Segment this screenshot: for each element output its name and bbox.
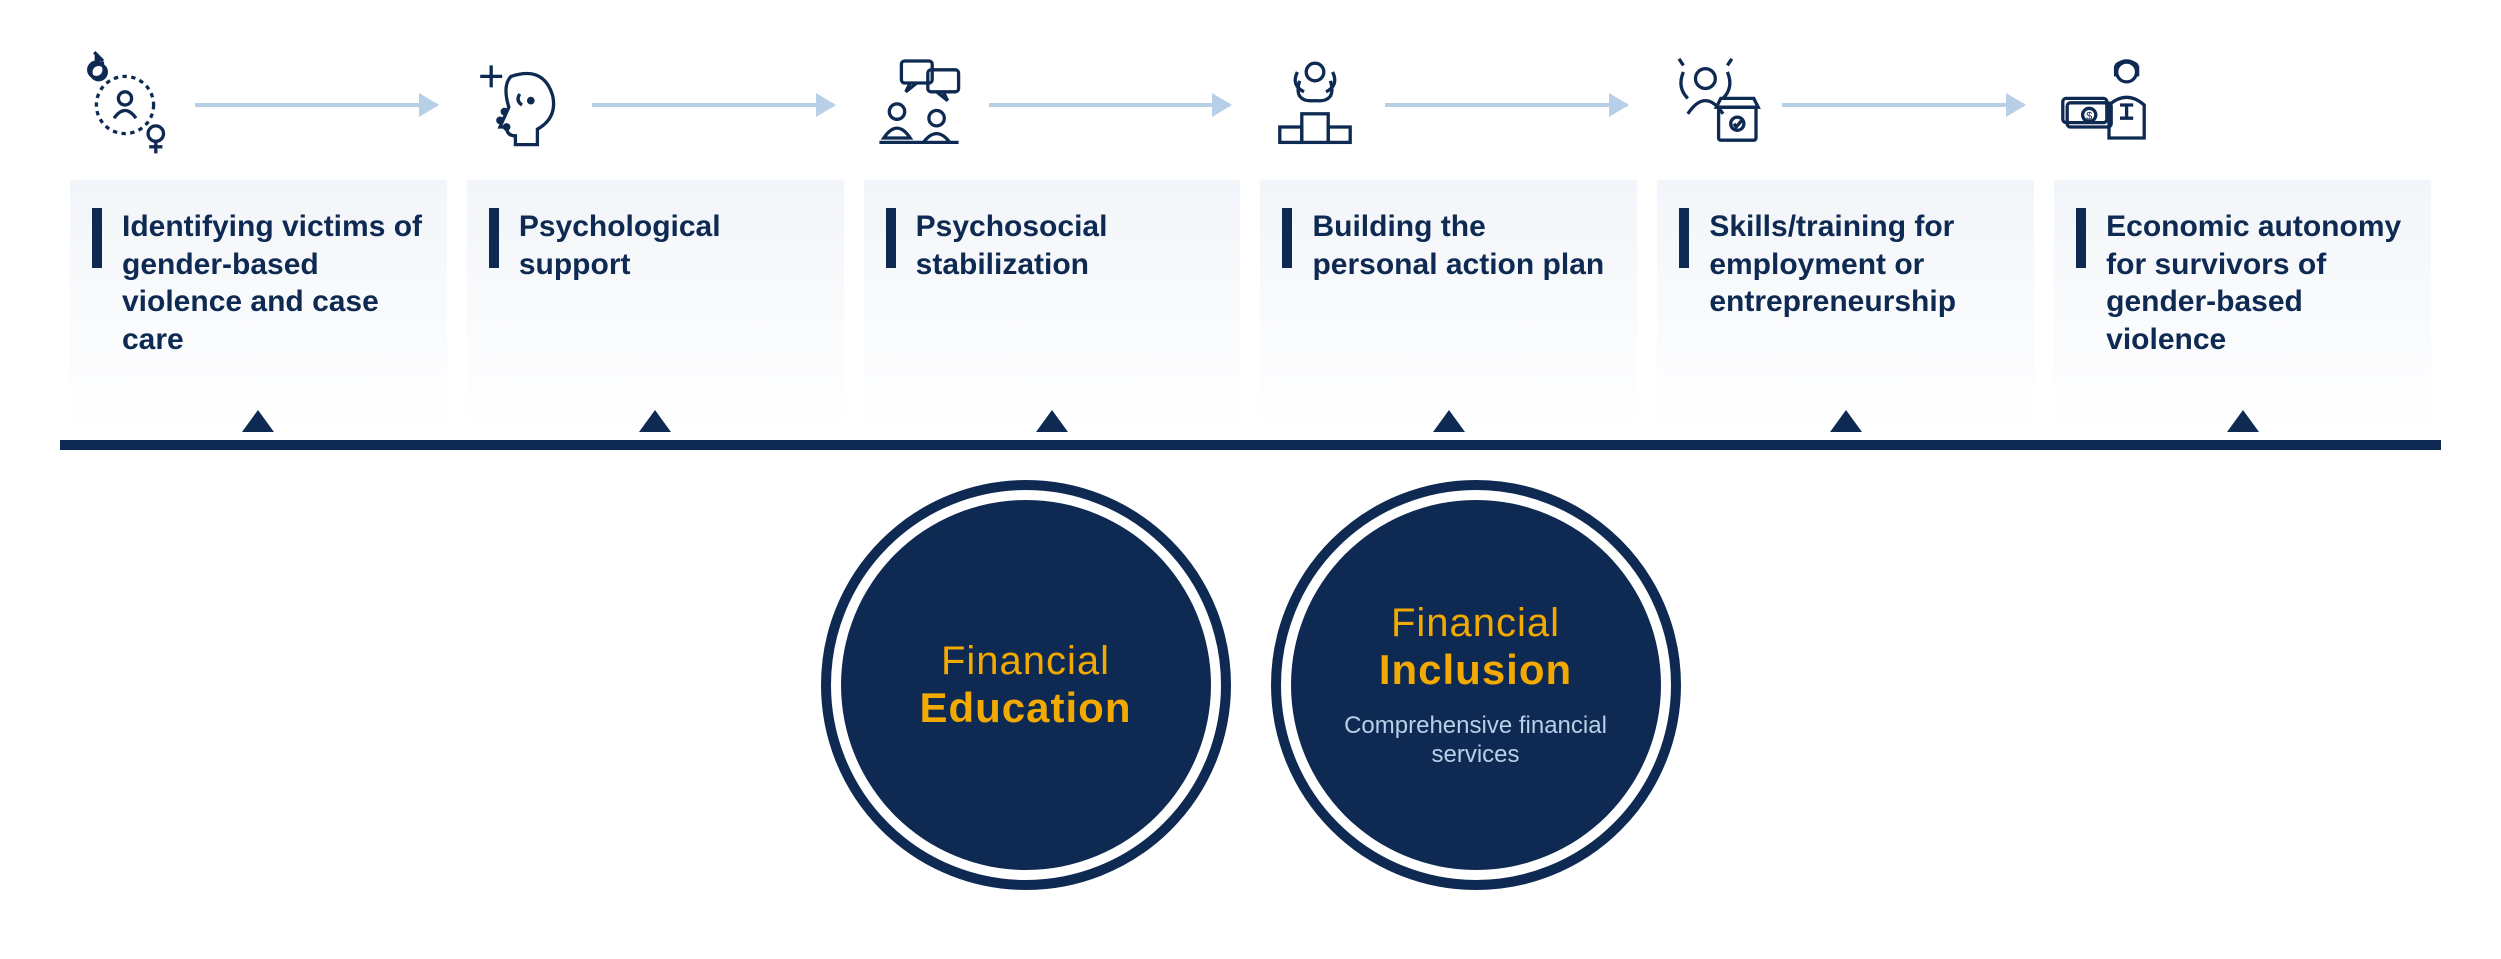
baseline-bar (60, 440, 2441, 450)
step-card: Building the personal action plan (1260, 180, 1637, 430)
svg-text:$: $ (2086, 110, 2092, 122)
flow-arrow (195, 103, 437, 107)
step-6: $ Economic autonomy for survivors of gen… (2044, 40, 2441, 430)
up-caret (2227, 410, 2259, 432)
step-card: Psychosocial stabilization (864, 180, 1241, 430)
skills-icon (1657, 50, 1767, 160)
flow-arrow (989, 103, 1231, 107)
circle-line1: Financial (941, 639, 1110, 684)
step-card: Skills/training for employment or entrep… (1657, 180, 2034, 430)
flow-arrow (1385, 103, 1627, 107)
process-flow: Identifying victims of gender-based viol… (0, 0, 2501, 430)
step-card: Identifying victims of gender-based viol… (70, 180, 447, 430)
circle-financial-education: Financial Education (821, 480, 1231, 890)
up-caret (1433, 410, 1465, 432)
step-label: Identifying victims of gender-based viol… (122, 208, 423, 358)
circle-line2: Education (919, 684, 1131, 732)
psych-support-icon (467, 50, 577, 160)
circle-sub: Comprehensive financial services (1311, 712, 1641, 770)
step-label: Skills/training for employment or entrep… (1709, 208, 2010, 321)
action-plan-icon (1260, 50, 1370, 160)
circles-row: Financial Education Financial Inclusion … (0, 480, 2501, 890)
step-card: Psychological support (467, 180, 844, 430)
up-caret (1036, 410, 1068, 432)
step-5: Skills/training for employment or entrep… (1647, 40, 2044, 430)
identify-icon (70, 50, 180, 160)
flow-arrow (592, 103, 834, 107)
flow-arrow (1782, 103, 2024, 107)
step-4: Building the personal action plan (1250, 40, 1647, 430)
step-card: Economic autonomy for survivors of gende… (2054, 180, 2431, 430)
up-caret (242, 410, 274, 432)
autonomy-icon: $ (2054, 50, 2164, 160)
circle-line1: Financial (1391, 601, 1560, 646)
step-3: Psychosocial stabilization (854, 40, 1251, 430)
step-label: Psychosocial stabilization (916, 208, 1217, 283)
circle-line2: Inclusion (1379, 646, 1572, 694)
psychosocial-icon (864, 50, 974, 160)
step-label: Building the personal action plan (1312, 208, 1613, 283)
step-2: Psychological support (457, 40, 854, 430)
up-caret (639, 410, 671, 432)
circle-financial-inclusion: Financial Inclusion Comprehensive financ… (1271, 480, 1681, 890)
up-caret (1830, 410, 1862, 432)
step-label: Economic autonomy for survivors of gende… (2106, 208, 2407, 358)
step-1: Identifying victims of gender-based viol… (60, 40, 457, 430)
step-label: Psychological support (519, 208, 820, 283)
